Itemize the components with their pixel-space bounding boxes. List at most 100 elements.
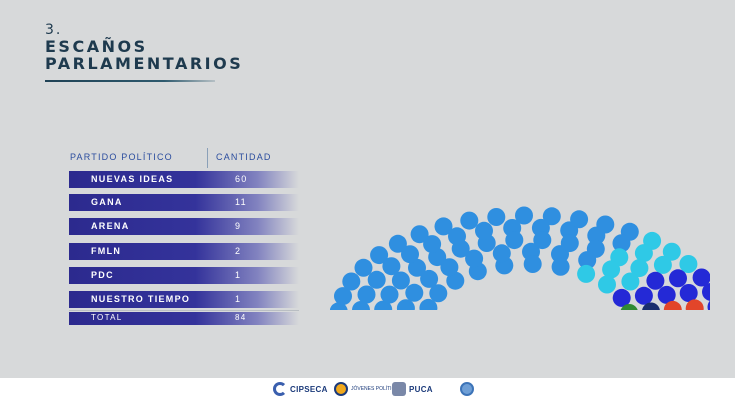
seat-nuevas-ideas: [492, 244, 511, 263]
slide-title: ESCAÑOS PARLAMENTARIOS: [45, 38, 243, 72]
seat-count: 60: [235, 174, 248, 184]
seat-nuevas-ideas: [551, 257, 570, 276]
seat-nuevas-ideas: [446, 271, 465, 290]
party-name: ARENA: [91, 221, 130, 231]
seat-nuevas-ideas: [460, 211, 479, 230]
seat-nuevas-ideas: [405, 283, 424, 302]
seat-gana: [679, 255, 698, 273]
party-name: NUEVAS IDEAS: [91, 174, 174, 184]
seat-nuevas-ideas: [429, 284, 448, 303]
seat-gana: [577, 264, 596, 283]
seat-nuevas-ideas: [542, 207, 561, 226]
seat-nuevas-ideas: [465, 249, 484, 268]
seat-fmln: [685, 299, 704, 310]
cipseca-logo-text: CIPSECA: [290, 384, 328, 394]
seat-nuevas-ideas: [391, 271, 410, 290]
seat-arena: [707, 300, 710, 310]
party-name: PDC: [91, 270, 114, 280]
party-name: GANA: [91, 197, 123, 207]
seat-nuevas-ideas: [434, 217, 453, 236]
seat-arena: [634, 286, 653, 305]
seat-nuevas-ideas: [410, 225, 429, 244]
section-number: 3.: [45, 22, 63, 38]
seat-nuevas-ideas: [515, 206, 533, 225]
total-row: TOTAL 84: [69, 312, 299, 325]
seat-nuevas-ideas: [334, 287, 352, 306]
count-column-header: CANTIDAD: [216, 152, 272, 162]
seat-nuevas-ideas: [401, 245, 419, 264]
seat-pdc: [642, 302, 660, 310]
seat-count: 9: [235, 221, 242, 231]
seat-nuevas-ideas: [423, 235, 442, 254]
jovenes-politicos-logo: JÓVENES POLÍTICOS: [334, 381, 402, 397]
un-emblem-icon: [460, 382, 474, 396]
seat-gana: [653, 255, 672, 274]
seat-nuevas-ideas: [419, 298, 438, 310]
title-line-1: ESCAÑOS: [45, 37, 148, 56]
seat-nuevas-ideas: [487, 208, 506, 226]
seat-gana: [630, 259, 649, 278]
seat-fmln: [663, 300, 682, 310]
seat-count: 1: [235, 294, 242, 304]
seat-arena: [657, 285, 676, 304]
seat-nuevas-ideas: [382, 257, 401, 276]
seat-gana: [621, 272, 640, 291]
cipseca-logo: CIPSECA: [273, 381, 328, 397]
parliament-seat-chart: [330, 206, 710, 310]
table-row: GANA 11: [69, 194, 299, 211]
jovenes-icon: [334, 382, 348, 396]
table-header: PARTIDO POLÍTICO CANTIDAD: [70, 148, 310, 168]
puca-icon: [392, 382, 406, 396]
party-column-header: PARTIDO POLÍTICO: [70, 152, 173, 162]
seat-nuevas-ideas: [388, 234, 407, 253]
seat-arena: [679, 284, 698, 302]
seat-nuevas-ideas: [396, 299, 415, 310]
seat-nuevas-ideas: [420, 269, 439, 288]
puca-logo: PUCA: [392, 381, 433, 397]
seat-nuevas-ideas: [370, 246, 389, 265]
seat-nuevas-ideas: [448, 227, 466, 246]
seat-nuevas-ideas: [523, 255, 542, 273]
un-logo: [460, 381, 477, 397]
seat-nuevas-ideas: [440, 258, 459, 277]
seat-arena: [702, 282, 710, 301]
seat-arena: [692, 268, 710, 287]
table-row: NUESTRO TIEMPO 1: [69, 291, 299, 308]
party-name: NUESTRO TIEMPO: [91, 294, 191, 304]
title-underline: [45, 80, 215, 82]
seat-gana: [634, 244, 653, 263]
seat-count: 1: [235, 270, 242, 280]
title-line-2: PARLAMENTARIOS: [45, 54, 244, 73]
seat-nuevas-ideas: [570, 210, 589, 229]
seat-nuevas-ideas: [380, 285, 399, 304]
seat-nuevas-ideas: [578, 251, 597, 270]
seat-nuevas-ideas: [408, 258, 426, 277]
seat-nuevas-ideas: [587, 226, 606, 245]
seat-nuevas-ideas: [505, 231, 524, 250]
seat-nuevas-ideas: [560, 234, 579, 253]
seat-arena: [612, 288, 631, 307]
seat-gana: [602, 260, 621, 279]
seat-nuevas-ideas: [367, 270, 386, 289]
total-label: TOTAL: [91, 313, 123, 322]
table-row: PDC 1: [69, 267, 299, 284]
total-value: 84: [235, 313, 247, 322]
puca-logo-text: PUCA: [409, 384, 433, 394]
seat-nuevas-ideas: [475, 221, 493, 240]
seat-count: 2: [235, 246, 242, 256]
seat-count: 11: [235, 197, 247, 207]
seat-nuevas-ideas: [533, 231, 552, 250]
seat-arena: [669, 269, 687, 288]
table-row: FMLN 2: [69, 243, 299, 260]
row-divider: [69, 310, 299, 311]
seat-nuevas-ideas: [357, 285, 376, 304]
cipseca-icon: [273, 382, 287, 396]
seat-nuevas-ideas: [342, 272, 361, 291]
table-row: NUEVAS IDEAS 60: [69, 171, 299, 188]
column-divider: [207, 148, 208, 168]
seat-arena: [646, 271, 665, 290]
party-name: FMLN: [91, 246, 122, 256]
table-row: ARENA 9: [69, 218, 299, 235]
seat-nuevas-ideas: [612, 234, 631, 253]
seat-gana: [598, 275, 616, 294]
